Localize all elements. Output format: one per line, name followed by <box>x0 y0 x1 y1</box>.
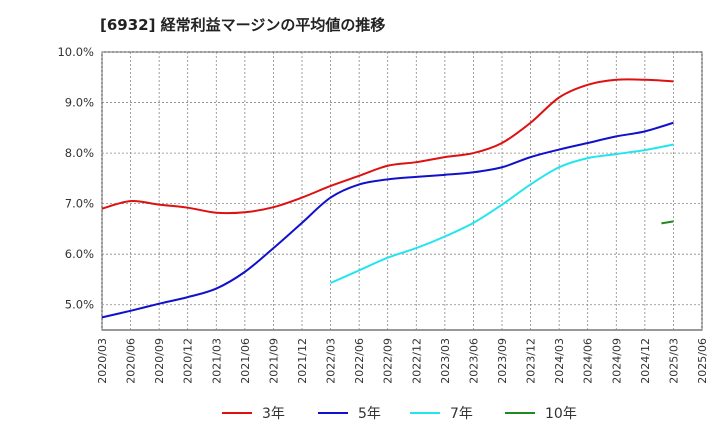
legend-label: 10年 <box>545 406 577 422</box>
y-tick-label: 8.0% <box>65 146 94 160</box>
legend-label: 7年 <box>450 406 473 422</box>
x-tick-label: 2023/12 <box>525 338 538 384</box>
x-tick-label: 2023/09 <box>496 338 509 384</box>
x-tick-label: 2024/06 <box>582 338 595 384</box>
x-tick-label: 2024/12 <box>639 338 652 384</box>
x-tick-label: 2025/03 <box>667 338 680 384</box>
x-tick-label: 2022/12 <box>410 338 423 384</box>
y-tick-label: 9.0% <box>65 96 94 110</box>
plot-frame <box>101 51 703 331</box>
y-tick-label: 6.0% <box>65 247 94 261</box>
chart-title: [6932] 経常利益マージンの平均値の推移 <box>100 16 386 34</box>
x-tick-label: 2021/09 <box>267 338 280 384</box>
x-tick-label: 2021/12 <box>296 338 309 384</box>
series-line-3 <box>661 220 674 225</box>
x-tick-label: 2021/03 <box>210 338 223 384</box>
x-tick-label: 2020/12 <box>182 338 195 384</box>
y-tick-label: 10.0% <box>57 45 94 59</box>
series-line-2 <box>330 143 674 284</box>
x-tick-label: 2020/09 <box>153 338 166 384</box>
x-tick-label: 2021/06 <box>239 338 252 384</box>
series-line-1 <box>101 121 674 319</box>
legend-label: 3年 <box>262 406 285 422</box>
x-tick-label: 2022/03 <box>325 338 338 384</box>
x-tick-label: 2022/09 <box>382 338 395 384</box>
x-tick-label: 2025/06 <box>696 338 709 384</box>
x-tick-label: 2023/06 <box>467 338 480 384</box>
y-tick-label: 5.0% <box>65 298 94 312</box>
x-tick-label: 2023/03 <box>439 338 452 384</box>
x-tick-label: 2020/03 <box>96 338 109 384</box>
y-tick-label: 7.0% <box>65 197 94 211</box>
x-tick-label: 2020/06 <box>125 338 138 384</box>
legend-label: 5年 <box>358 406 381 422</box>
series-line-0 <box>101 78 674 215</box>
x-tick-label: 2024/09 <box>610 338 623 384</box>
x-tick-label: 2024/03 <box>553 338 566 384</box>
x-tick-label: 2022/06 <box>353 338 366 384</box>
